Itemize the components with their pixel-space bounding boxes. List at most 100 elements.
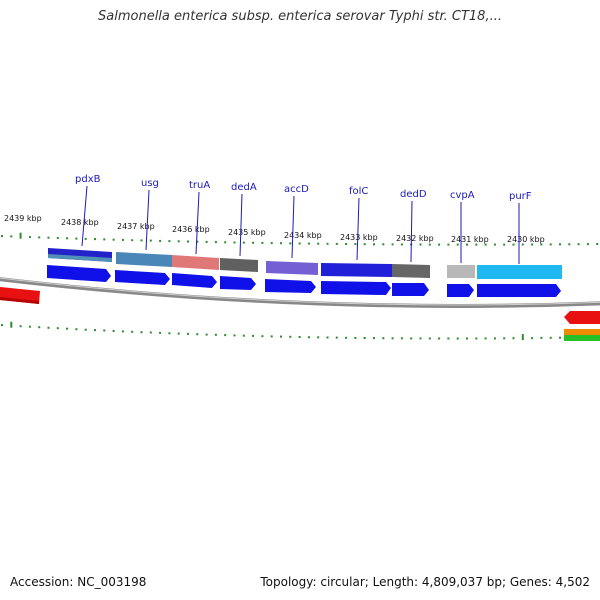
minor-tick xyxy=(28,236,31,239)
minor-tick xyxy=(428,337,431,340)
minor-tick xyxy=(512,243,515,246)
feature-block[interactable] xyxy=(172,255,219,270)
cds-arrow[interactable] xyxy=(265,279,316,293)
minor-tick xyxy=(187,240,189,243)
minor-tick xyxy=(363,337,366,339)
minor-tick xyxy=(354,243,357,246)
leader-line xyxy=(291,195,295,259)
kbp-label: 2435 kbp xyxy=(228,228,266,237)
minor-tick xyxy=(270,242,273,245)
major-tick xyxy=(19,232,22,239)
leader-line xyxy=(195,191,200,255)
minor-tick xyxy=(382,243,385,246)
minor-tick xyxy=(196,240,199,243)
minor-tick xyxy=(298,336,301,338)
feature-block[interactable] xyxy=(48,254,112,262)
minor-tick xyxy=(168,332,171,335)
minor-tick xyxy=(224,241,227,244)
minor-tick xyxy=(224,334,227,337)
minor-tick xyxy=(503,243,506,246)
minor-tick xyxy=(540,243,543,246)
minor-tick xyxy=(1,235,3,238)
feature-block[interactable] xyxy=(321,263,392,277)
minor-tick xyxy=(419,337,422,340)
gene-label-dedD[interactable]: dedD xyxy=(400,189,427,200)
minor-tick xyxy=(549,336,552,339)
minor-tick xyxy=(428,243,431,246)
minor-tick xyxy=(456,337,459,340)
minor-tick xyxy=(549,243,552,246)
gene-label-usg[interactable]: usg xyxy=(141,178,159,189)
minor-tick xyxy=(484,337,487,340)
minor-tick xyxy=(280,335,282,338)
cds-arrow[interactable] xyxy=(447,284,474,297)
minor-tick xyxy=(159,239,162,242)
gene-leader-lines xyxy=(81,185,520,264)
minor-tick xyxy=(94,238,96,241)
minor-tick xyxy=(252,241,255,244)
minor-tick xyxy=(112,330,115,332)
left-red-feature-shade xyxy=(0,297,39,304)
minor-tick xyxy=(131,330,134,333)
kbp-label: 2431 kbp xyxy=(451,235,489,244)
minor-tick xyxy=(354,336,357,339)
minor-tick xyxy=(391,337,394,340)
feature-block[interactable] xyxy=(392,264,430,278)
minor-tick xyxy=(307,242,310,245)
major-tick xyxy=(10,321,13,328)
right-red-arrow[interactable] xyxy=(564,311,600,324)
feature-block[interactable] xyxy=(220,258,258,272)
minor-tick xyxy=(289,242,292,245)
kbp-label: 2438 kbp xyxy=(61,218,99,227)
gene-label-folC[interactable]: folC xyxy=(349,186,368,197)
feature-track xyxy=(48,248,562,279)
minor-tick xyxy=(261,335,264,338)
kbp-label: 2437 kbp xyxy=(117,222,155,231)
kbp-labels: 2439 kbp 2438 kbp 2437 kbp 2436 kbp 2435… xyxy=(4,214,545,244)
cds-arrow[interactable] xyxy=(172,273,217,288)
minor-tick xyxy=(177,240,180,243)
minor-tick xyxy=(140,239,143,242)
kbp-label: 2433 kbp xyxy=(340,233,378,242)
gene-label-purF[interactable]: purF xyxy=(509,191,532,202)
genome-backbone-highlight xyxy=(0,277,600,306)
right-green-bar[interactable] xyxy=(564,335,600,341)
minor-tick xyxy=(596,243,599,245)
cds-arrow[interactable] xyxy=(47,265,111,282)
minor-tick xyxy=(75,328,78,331)
right-orange-bar[interactable] xyxy=(564,329,600,335)
minor-tick xyxy=(512,337,515,340)
minor-tick xyxy=(28,325,31,328)
minor-tick xyxy=(345,243,348,245)
feature-block[interactable] xyxy=(266,261,318,275)
cds-track xyxy=(47,265,561,297)
inner-tick-row xyxy=(1,321,599,341)
minor-tick xyxy=(559,243,561,246)
minor-tick xyxy=(205,240,208,243)
cds-arrow[interactable] xyxy=(220,276,256,290)
cds-arrow[interactable] xyxy=(115,270,170,285)
kbp-label: 2432 kbp xyxy=(396,234,434,243)
feature-block[interactable] xyxy=(116,252,172,267)
minor-tick xyxy=(56,327,59,330)
gene-label-dedA[interactable]: dedA xyxy=(231,182,257,193)
cds-arrow[interactable] xyxy=(477,284,561,297)
gene-label-accD[interactable]: accD xyxy=(284,184,309,195)
gene-label-pdxB[interactable]: pdxB xyxy=(75,174,101,185)
minor-tick xyxy=(121,330,124,333)
feature-block[interactable] xyxy=(447,265,475,278)
feature-block[interactable] xyxy=(477,265,562,279)
leader-line xyxy=(81,185,88,247)
minor-tick xyxy=(214,333,217,336)
gene-label-truA[interactable]: truA xyxy=(189,180,210,191)
minor-tick xyxy=(47,326,50,329)
minor-tick xyxy=(103,238,106,241)
cds-arrow[interactable] xyxy=(321,281,391,295)
genome-summary-text: Topology: circular; Length: 4,809,037 bp… xyxy=(260,575,590,589)
gene-label-cvpA[interactable]: cvpA xyxy=(450,190,475,201)
genome-backbone xyxy=(0,277,600,308)
minor-tick xyxy=(10,235,13,238)
cds-arrow[interactable] xyxy=(392,283,429,296)
minor-tick xyxy=(196,333,199,336)
